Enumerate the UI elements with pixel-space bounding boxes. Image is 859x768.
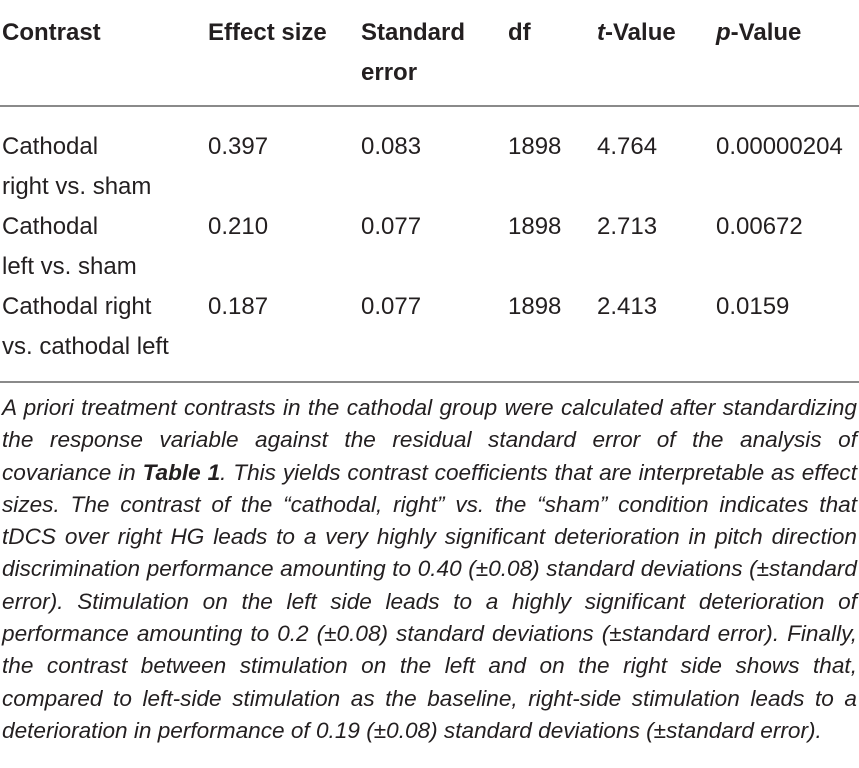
cell-effect-size: 0.397: [208, 133, 269, 160]
cell-standard-error: 0.077: [361, 213, 422, 240]
cell-t-value: 2.413: [597, 293, 658, 320]
cell-standard-error: 0.077: [361, 293, 422, 320]
caption-text-part2: . This yields contrast coefficients that…: [2, 459, 858, 743]
header-df: df: [508, 19, 531, 46]
table-row: Cathodal left vs. sham 0.210 0.077 1898 2…: [0, 207, 859, 287]
cell-t-value: 4.764: [597, 133, 658, 160]
header-standard-error: Standard error: [361, 19, 466, 86]
cell-p-value: 0.00000204: [716, 133, 843, 160]
cell-contrast: Cathodal right vs. cathodal left: [2, 293, 169, 360]
header-row: Contrast Effect size Standard error df t…: [0, 0, 859, 106]
cell-effect-size: 0.210: [208, 213, 269, 240]
cell-t-value: 2.713: [597, 213, 658, 240]
header-t-value: t-Value: [597, 19, 676, 46]
cell-contrast: Cathodal right vs. sham: [2, 133, 152, 200]
table-body: Cathodal right vs. sham 0.397 0.083 1898 …: [0, 106, 859, 382]
header-p-value: p-Value: [716, 19, 802, 46]
cell-p-value: 0.00672: [716, 213, 803, 240]
caption-text-part1: A priori treatment contrasts in the cath…: [2, 395, 857, 485]
header-t-italic: t: [597, 19, 605, 46]
cell-df: 1898: [508, 213, 562, 240]
table-caption: A priori treatment contrasts in the cath…: [2, 392, 857, 747]
results-table-container: Contrast Effect size Standard error df t…: [0, 0, 859, 383]
cell-contrast: Cathodal left vs. sham: [2, 213, 137, 280]
header-effect-size: Effect size: [208, 19, 327, 46]
cell-df: 1898: [508, 293, 562, 320]
cell-df: 1898: [508, 133, 562, 160]
cell-p-value: 0.0159: [716, 293, 790, 320]
header-p-italic: p: [716, 19, 731, 46]
table-header: Contrast Effect size Standard error df t…: [0, 0, 859, 106]
contrast-results-table: Contrast Effect size Standard error df t…: [0, 0, 859, 383]
cell-standard-error: 0.083: [361, 133, 422, 160]
table-row: Cathodal right vs. cathodal left 0.187 0.…: [0, 287, 859, 382]
header-contrast: Contrast: [2, 19, 101, 46]
table-row: Cathodal right vs. sham 0.397 0.083 1898 …: [0, 106, 859, 207]
caption-table-link[interactable]: Table 1: [142, 459, 221, 485]
cell-effect-size: 0.187: [208, 293, 269, 320]
